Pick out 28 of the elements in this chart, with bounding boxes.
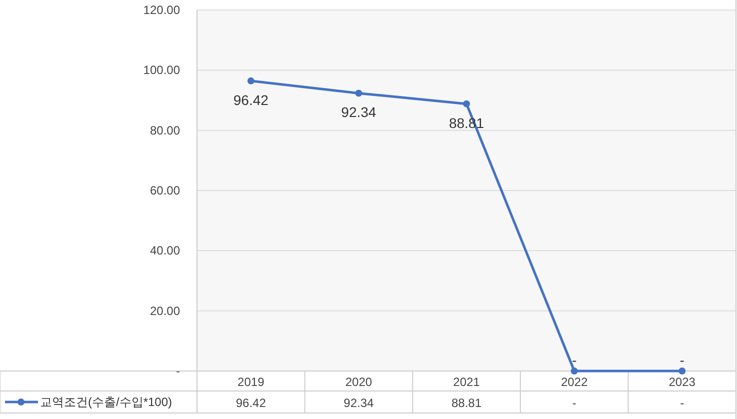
legend: 교역조건(수출/수입*100) <box>5 395 172 409</box>
y-tick-label: 60.00 <box>150 184 180 198</box>
x-tick-label: 2020 <box>345 375 372 389</box>
data-label: - <box>680 396 684 410</box>
point <box>463 100 470 108</box>
point <box>355 90 362 97</box>
x-tick-label: 2022 <box>560 375 588 389</box>
data-label: 88.81 <box>451 396 482 410</box>
y-tick-label: - <box>176 364 180 378</box>
text: 96.42 <box>233 92 268 108</box>
y-tick-label: 80.00 <box>150 123 180 138</box>
text: 92.34 <box>341 104 376 120</box>
x-tick-label: 2021 <box>453 375 480 389</box>
text: - <box>572 352 577 368</box>
data-label: 92.34 <box>344 396 374 410</box>
point <box>570 368 578 374</box>
data-label: - <box>572 396 576 410</box>
x-tick-label: 2019 <box>238 375 265 389</box>
legend-label: 교역조건(수출/수입*100) <box>40 395 172 409</box>
y-tick-label: 20.00 <box>150 304 180 318</box>
data-label: 96.42 <box>236 396 266 410</box>
y-tick-label: 100.00 <box>143 63 180 78</box>
y-tick-label: 40.00 <box>150 244 180 258</box>
x-tick-label: 2023 <box>668 375 696 389</box>
text: - <box>680 352 684 368</box>
y-tick-label: 120.00 <box>143 3 180 17</box>
point <box>247 77 254 84</box>
point <box>678 368 686 374</box>
